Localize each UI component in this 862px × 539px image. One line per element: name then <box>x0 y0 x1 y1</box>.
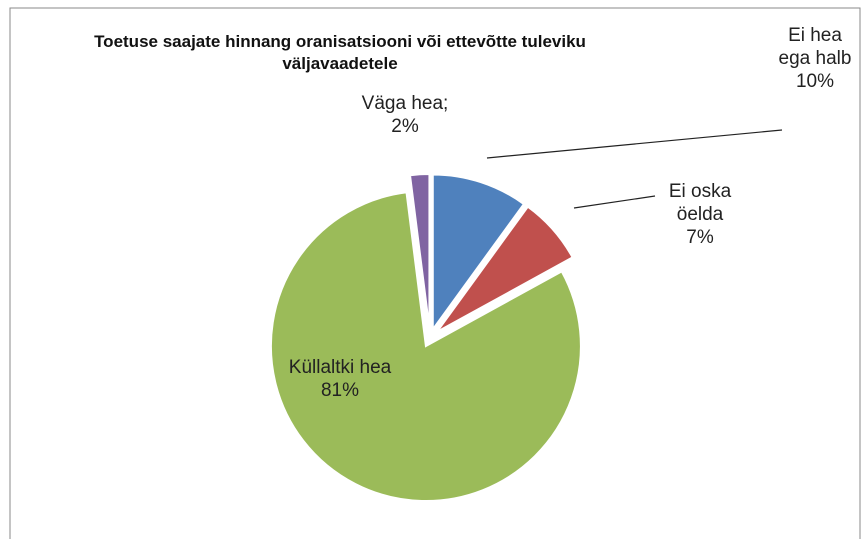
value-label: 2% <box>391 116 419 137</box>
value-label: 10% <box>795 71 835 92</box>
pie-slice <box>408 173 431 330</box>
value-label: 81% <box>320 380 360 401</box>
category-label: Küllaltki hea <box>288 357 392 378</box>
slice-label: Ei hea ega halb 10% <box>772 24 858 93</box>
category-label: Väga hea; <box>361 93 449 114</box>
pie-slice <box>435 205 574 333</box>
slice-label: Väga hea; 2% <box>330 92 480 138</box>
slice-label: Küllaltki hea 81% <box>250 356 430 402</box>
leader-line <box>573 195 656 209</box>
leader-line <box>486 129 783 159</box>
value-label: 7% <box>686 227 714 248</box>
pie-slice <box>269 191 582 502</box>
pie-slice <box>431 173 526 333</box>
chart-title: Toetuse saajate hinnang oranisatsiooni v… <box>94 32 586 73</box>
slices <box>269 173 582 502</box>
category-label: Ei oska öelda <box>668 181 732 225</box>
slice-label: Ei oska öelda 7% <box>648 180 752 249</box>
category-label: Ei hea ega halb <box>778 25 852 69</box>
